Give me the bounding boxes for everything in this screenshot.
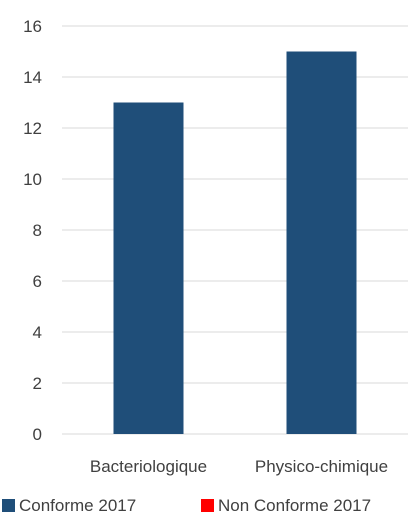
bar-physico-chimique <box>286 51 357 434</box>
y-tick-label: 10 <box>23 170 42 189</box>
x-axis-category-labels: Bacteriologique Physico-chimique <box>90 457 388 476</box>
y-axis-tick-labels: 0 2 4 6 8 10 12 14 16 <box>23 17 42 444</box>
y-tick-label: 0 <box>33 425 42 444</box>
x-category-label: Physico-chimique <box>255 457 388 476</box>
y-tick-label: 16 <box>23 17 42 36</box>
x-category-label: Bacteriologique <box>90 457 207 476</box>
bar-bacteriologique <box>113 102 184 434</box>
y-tick-label: 4 <box>33 323 42 342</box>
legend-label: Non Conforme 2017 <box>218 496 371 515</box>
legend-swatch <box>201 499 214 512</box>
legend-swatch <box>2 499 15 512</box>
legend-label: Conforme 2017 <box>19 496 136 515</box>
y-tick-label: 2 <box>33 374 42 393</box>
legend: Conforme 2017 Non Conforme 2017 <box>2 496 371 515</box>
y-tick-label: 14 <box>23 68 42 87</box>
bars <box>113 51 357 434</box>
y-tick-label: 6 <box>33 272 42 291</box>
y-tick-label: 12 <box>23 119 42 138</box>
y-tick-label: 8 <box>33 221 42 240</box>
